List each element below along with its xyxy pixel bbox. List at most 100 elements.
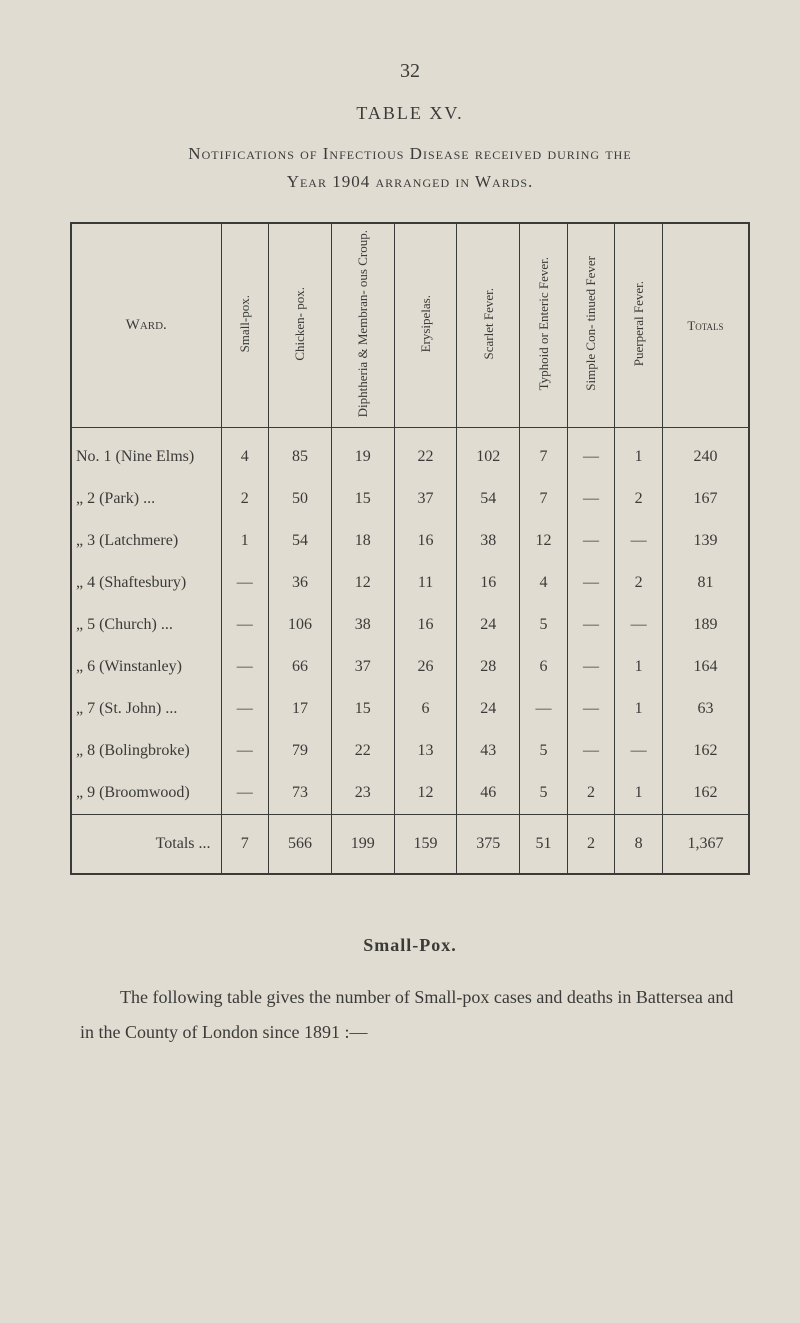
section-heading: Small-Pox. bbox=[70, 935, 750, 956]
data-cell: 2 bbox=[615, 478, 663, 520]
data-cell: — bbox=[221, 562, 269, 604]
col-typhoid: Typhoid or Enteric Fever. bbox=[520, 223, 568, 428]
col-scarlet: Scarlet Fever. bbox=[457, 223, 520, 428]
data-cell: 167 bbox=[662, 478, 749, 520]
page-number: 32 bbox=[70, 60, 750, 83]
table-row: „ 3 (Latchmere)15418163812——139 bbox=[71, 520, 749, 562]
data-cell: 16 bbox=[457, 562, 520, 604]
table-header-row: Ward. Small-pox. Chicken- pox. Diphtheri… bbox=[71, 223, 749, 428]
data-cell: 1 bbox=[615, 646, 663, 688]
data-cell: 1 bbox=[615, 428, 663, 479]
data-cell: 12 bbox=[520, 520, 568, 562]
ward-cell: „ 7 (St. John) ... bbox=[71, 688, 221, 730]
table-row: „ 9 (Broomwood)—73231246521162 bbox=[71, 772, 749, 815]
data-cell: 16 bbox=[394, 604, 457, 646]
data-cell: 28 bbox=[457, 646, 520, 688]
data-cell: 1 bbox=[221, 520, 269, 562]
data-cell: — bbox=[567, 520, 615, 562]
data-cell: 38 bbox=[457, 520, 520, 562]
totals-cell: 7 bbox=[221, 815, 269, 875]
data-cell: 6 bbox=[520, 646, 568, 688]
data-cell: 162 bbox=[662, 730, 749, 772]
totals-cell: 566 bbox=[269, 815, 332, 875]
data-cell: 22 bbox=[331, 730, 394, 772]
data-cell: — bbox=[567, 730, 615, 772]
data-cell: — bbox=[221, 688, 269, 730]
data-cell: 22 bbox=[394, 428, 457, 479]
data-cell: — bbox=[567, 428, 615, 479]
data-cell: 13 bbox=[394, 730, 457, 772]
data-cell: 164 bbox=[662, 646, 749, 688]
data-cell: 18 bbox=[331, 520, 394, 562]
data-cell: 19 bbox=[331, 428, 394, 479]
col-puerperal: Puerperal Fever. bbox=[615, 223, 663, 428]
col-chickenpox: Chicken- pox. bbox=[269, 223, 332, 428]
data-cell: — bbox=[567, 562, 615, 604]
data-cell: — bbox=[615, 730, 663, 772]
table-row: „ 7 (St. John) ...—1715624——163 bbox=[71, 688, 749, 730]
data-cell: 2 bbox=[221, 478, 269, 520]
data-cell: — bbox=[221, 772, 269, 815]
data-cell: — bbox=[615, 604, 663, 646]
document-page: 32 TABLE XV. Notifications of Infectious… bbox=[0, 0, 800, 1323]
col-smallpox: Small-pox. bbox=[221, 223, 269, 428]
data-cell: 5 bbox=[520, 772, 568, 815]
table-row: „ 2 (Park) ...2501537547—2167 bbox=[71, 478, 749, 520]
ward-cell: „ 3 (Latchmere) bbox=[71, 520, 221, 562]
data-cell: 38 bbox=[331, 604, 394, 646]
data-cell: 54 bbox=[457, 478, 520, 520]
totals-cell: 51 bbox=[520, 815, 568, 875]
data-cell: 17 bbox=[269, 688, 332, 730]
data-cell: — bbox=[567, 478, 615, 520]
data-cell: 7 bbox=[520, 478, 568, 520]
data-cell: 43 bbox=[457, 730, 520, 772]
ward-cell: „ 5 (Church) ... bbox=[71, 604, 221, 646]
data-cell: 102 bbox=[457, 428, 520, 479]
ward-cell: „ 2 (Park) ... bbox=[71, 478, 221, 520]
data-cell: 37 bbox=[394, 478, 457, 520]
data-cell: — bbox=[567, 688, 615, 730]
table-row: „ 8 (Bolingbroke)—792213435——162 bbox=[71, 730, 749, 772]
data-cell: 189 bbox=[662, 604, 749, 646]
data-cell: 4 bbox=[520, 562, 568, 604]
data-cell: 7 bbox=[520, 428, 568, 479]
col-simplecon: Simple Con- tinued Fever bbox=[567, 223, 615, 428]
data-cell: — bbox=[567, 604, 615, 646]
data-cell: 66 bbox=[269, 646, 332, 688]
totals-cell: 375 bbox=[457, 815, 520, 875]
totals-row: Totals ...756619915937551281,367 bbox=[71, 815, 749, 875]
totals-label: Totals ... bbox=[71, 815, 221, 875]
totals-cell: 199 bbox=[331, 815, 394, 875]
ward-cell: „ 8 (Bolingbroke) bbox=[71, 730, 221, 772]
data-cell: 73 bbox=[269, 772, 332, 815]
data-cell: 1 bbox=[615, 772, 663, 815]
data-cell: — bbox=[221, 604, 269, 646]
data-cell: 2 bbox=[615, 562, 663, 604]
data-cell: 37 bbox=[331, 646, 394, 688]
totals-cell: 2 bbox=[567, 815, 615, 875]
data-cell: 2 bbox=[567, 772, 615, 815]
data-cell: 6 bbox=[394, 688, 457, 730]
data-cell: 15 bbox=[331, 478, 394, 520]
data-cell: 12 bbox=[394, 772, 457, 815]
data-cell: 50 bbox=[269, 478, 332, 520]
data-cell: 12 bbox=[331, 562, 394, 604]
data-cell: 79 bbox=[269, 730, 332, 772]
data-cell: 162 bbox=[662, 772, 749, 815]
col-totals: Totals bbox=[662, 223, 749, 428]
ward-cell: „ 9 (Broomwood) bbox=[71, 772, 221, 815]
data-cell: 5 bbox=[520, 730, 568, 772]
data-cell: 46 bbox=[457, 772, 520, 815]
data-cell: 11 bbox=[394, 562, 457, 604]
col-diphtheria: Diphtheria & Membran- ous Croup. bbox=[331, 223, 394, 428]
table-row: „ 5 (Church) ...—1063816245——189 bbox=[71, 604, 749, 646]
page-title: Notifications of Infectious Disease rece… bbox=[70, 144, 750, 164]
data-cell: 1 bbox=[615, 688, 663, 730]
data-cell: 81 bbox=[662, 562, 749, 604]
ward-cell: „ 4 (Shaftesbury) bbox=[71, 562, 221, 604]
data-cell: 5 bbox=[520, 604, 568, 646]
page-subtitle: Year 1904 arranged in Wards. bbox=[70, 172, 750, 192]
data-cell: — bbox=[615, 520, 663, 562]
disease-notifications-table: Ward. Small-pox. Chicken- pox. Diphtheri… bbox=[70, 222, 750, 875]
data-cell: — bbox=[221, 646, 269, 688]
